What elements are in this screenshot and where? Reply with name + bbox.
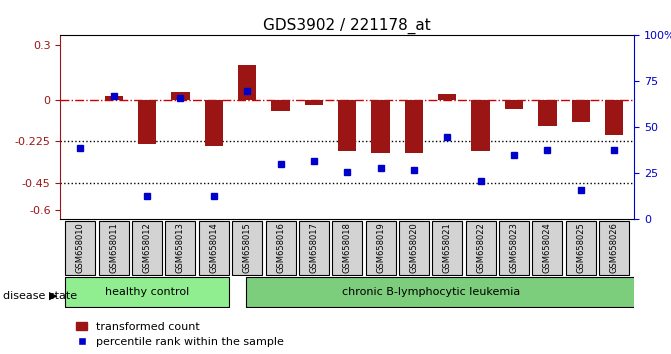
Bar — [338, 100, 356, 152]
Legend: transformed count, percentile rank within the sample: transformed count, percentile rank withi… — [72, 317, 289, 352]
Bar — [271, 100, 290, 111]
Bar — [499, 221, 529, 275]
Title: GDS3902 / 221178_at: GDS3902 / 221178_at — [263, 18, 431, 34]
Bar — [166, 221, 195, 275]
Bar — [505, 100, 523, 109]
Bar — [266, 221, 295, 275]
Bar — [232, 221, 262, 275]
Bar — [299, 221, 329, 275]
Text: GSM658023: GSM658023 — [509, 222, 519, 273]
Text: GSM658016: GSM658016 — [276, 222, 285, 273]
Text: GSM658025: GSM658025 — [576, 222, 585, 273]
Text: GSM658013: GSM658013 — [176, 222, 185, 273]
Bar — [99, 221, 129, 275]
Text: GSM658022: GSM658022 — [476, 222, 485, 273]
Text: GSM658014: GSM658014 — [209, 222, 218, 273]
Bar — [572, 100, 590, 122]
Bar — [238, 65, 256, 100]
Bar — [538, 100, 556, 126]
Text: GSM658012: GSM658012 — [143, 222, 152, 273]
Bar — [432, 221, 462, 275]
Bar — [472, 100, 490, 152]
Text: GSM658021: GSM658021 — [443, 222, 452, 273]
Text: GSM658026: GSM658026 — [609, 222, 619, 273]
Text: GSM658018: GSM658018 — [343, 222, 352, 273]
Bar — [605, 100, 623, 135]
Bar — [399, 221, 429, 275]
Bar — [438, 94, 456, 100]
Bar — [132, 221, 162, 275]
Bar — [366, 221, 396, 275]
Bar — [305, 100, 323, 105]
Text: GSM658011: GSM658011 — [109, 222, 118, 273]
Bar — [372, 100, 390, 153]
Bar — [466, 221, 496, 275]
Text: healthy control: healthy control — [105, 287, 189, 297]
Text: GSM658024: GSM658024 — [543, 222, 552, 273]
Bar — [205, 100, 223, 146]
Bar — [246, 277, 642, 307]
Bar — [332, 221, 362, 275]
Bar — [405, 100, 423, 153]
Text: GSM658020: GSM658020 — [409, 222, 419, 273]
Bar — [599, 221, 629, 275]
Text: disease state: disease state — [3, 291, 77, 301]
Bar — [532, 221, 562, 275]
Text: GSM658015: GSM658015 — [243, 222, 252, 273]
Text: GSM658019: GSM658019 — [376, 222, 385, 273]
Bar — [138, 100, 156, 144]
Bar — [171, 92, 190, 100]
Bar — [566, 221, 596, 275]
Text: ▶: ▶ — [49, 291, 58, 301]
Bar — [65, 277, 229, 307]
Text: GSM658017: GSM658017 — [309, 222, 318, 273]
Bar — [105, 96, 123, 100]
Text: GSM658010: GSM658010 — [76, 222, 85, 273]
Text: chronic B-lymphocytic leukemia: chronic B-lymphocytic leukemia — [342, 287, 520, 297]
Bar — [199, 221, 229, 275]
Bar — [65, 221, 95, 275]
